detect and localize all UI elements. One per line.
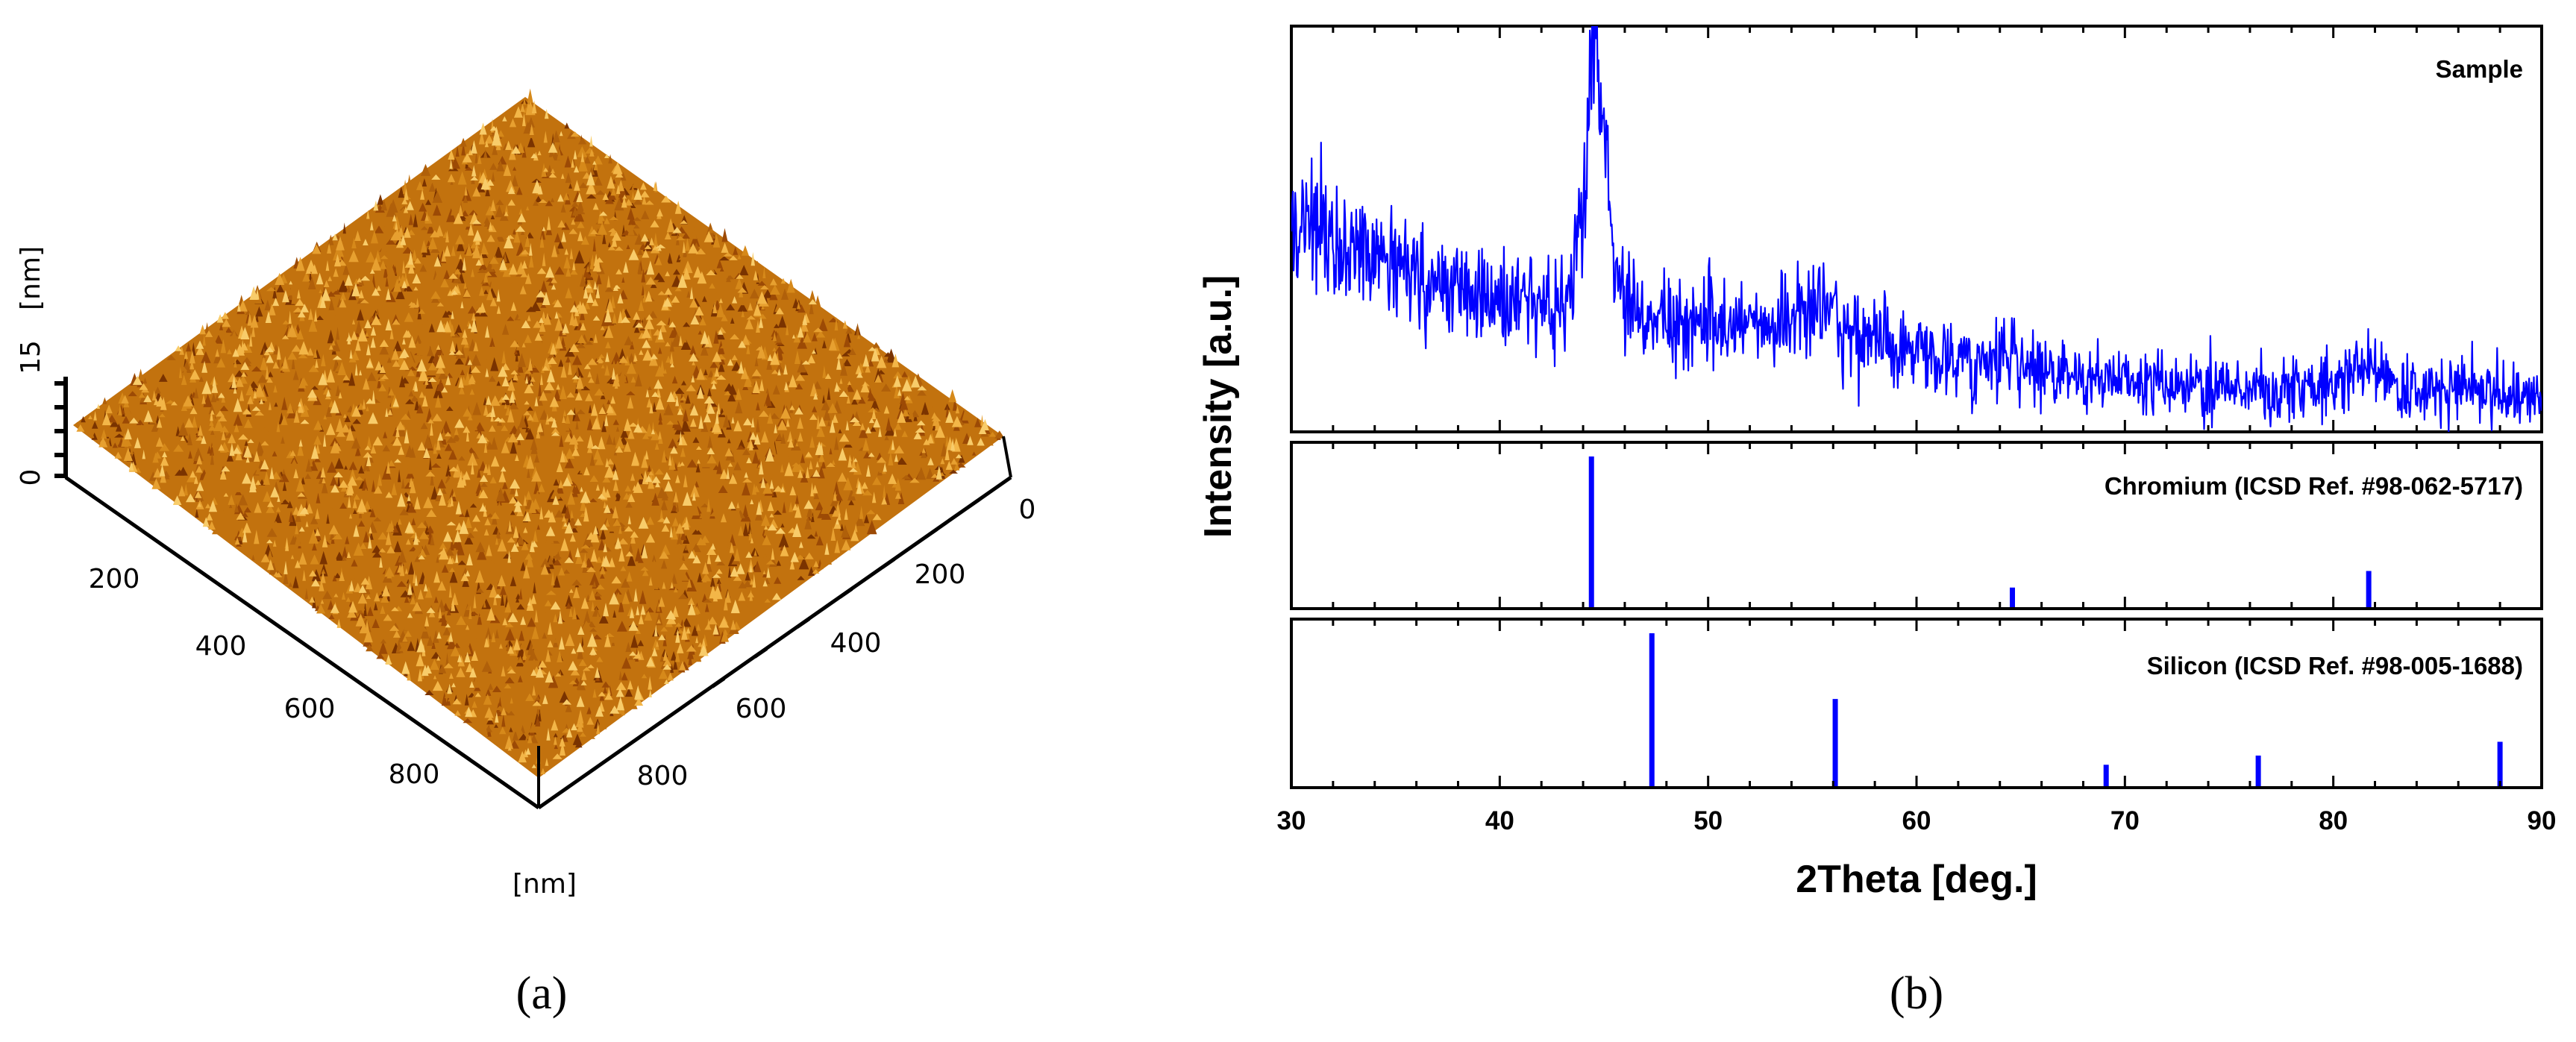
panel-b-caption: (b) [1890, 968, 1943, 1019]
xrd-silicon-frame [1290, 618, 2543, 789]
xrd-x-axis-label: 2Theta [deg.] [1796, 858, 2037, 901]
afm-y-tick-0: 0 [1019, 495, 1036, 525]
afm-surface-texture [74, 88, 1005, 775]
xrd-silicon-label: Silicon (ICSD Ref. #98-005-1688) [2147, 652, 2523, 680]
afm-z-tick-15: 15 [16, 340, 46, 374]
xrd-sample-label: Sample [2436, 55, 2523, 83]
xrd-sample-pattern [1291, 26, 2542, 432]
xrd-x-tick-90: 90 [2528, 806, 2557, 835]
afm-grain-layer [76, 101, 984, 774]
afm-topography-panel: 0 15 [nm] 200 400 600 800 0 200 400 600 … [16, 88, 1036, 1019]
afm-x-tick-200: 200 [89, 564, 140, 594]
afm-y-ticks [583, 498, 981, 777]
afm-y-tick-800: 800 [637, 761, 689, 791]
afm-x-ticks [116, 512, 514, 791]
afm-z-unit-label: [nm] [16, 246, 46, 310]
afm-x-tick-600: 600 [284, 694, 336, 724]
afm-grain-layer [93, 100, 962, 766]
afm-right-corner-line [1002, 436, 1012, 478]
xrd-x-tick-70: 70 [2110, 806, 2140, 835]
afm-x-tick-400: 400 [195, 631, 247, 662]
afm-x-tick-800: 800 [389, 759, 440, 790]
afm-unit-label: [nm] [513, 869, 577, 900]
xrd-chromium-label: Chromium (ICSD Ref. #98-062-5717) [2105, 472, 2523, 500]
xrd-x-tick-80: 80 [2319, 806, 2348, 835]
xrd-x-tick-30: 30 [1277, 806, 1306, 835]
xrd-x-tick-60: 60 [1902, 806, 1931, 835]
chromium-peaks [1588, 456, 2372, 607]
afm-grain-layer [96, 108, 989, 768]
xrd-x-tick-40: 40 [1485, 806, 1514, 835]
afm-z-ticks [54, 381, 66, 478]
xrd-x-tick-50: 50 [1693, 806, 1723, 835]
xrd-x-tick-labels: 30 40 50 60 70 80 90 [1277, 806, 2557, 835]
afm-y-tick-200: 200 [915, 559, 966, 590]
xrd-y-axis-label: Intensity [a.u.] [1197, 275, 1240, 538]
afm-y-tick-600: 600 [736, 694, 787, 724]
xrd-chromium-frame [1290, 441, 2543, 610]
silicon-peaks [1649, 633, 2503, 786]
afm-z-tick-0: 0 [16, 469, 46, 486]
afm-y-tick-400: 400 [830, 628, 882, 659]
xrd-panel: Sample Chromium (ICSD Ref. #98-062-5717)… [1197, 25, 2557, 1019]
panel-a-caption: (a) [516, 968, 568, 1019]
afm-grain-layer [74, 117, 994, 775]
xrd-x-ticks [1290, 26, 2543, 788]
afm-grain-layer [102, 116, 1005, 763]
